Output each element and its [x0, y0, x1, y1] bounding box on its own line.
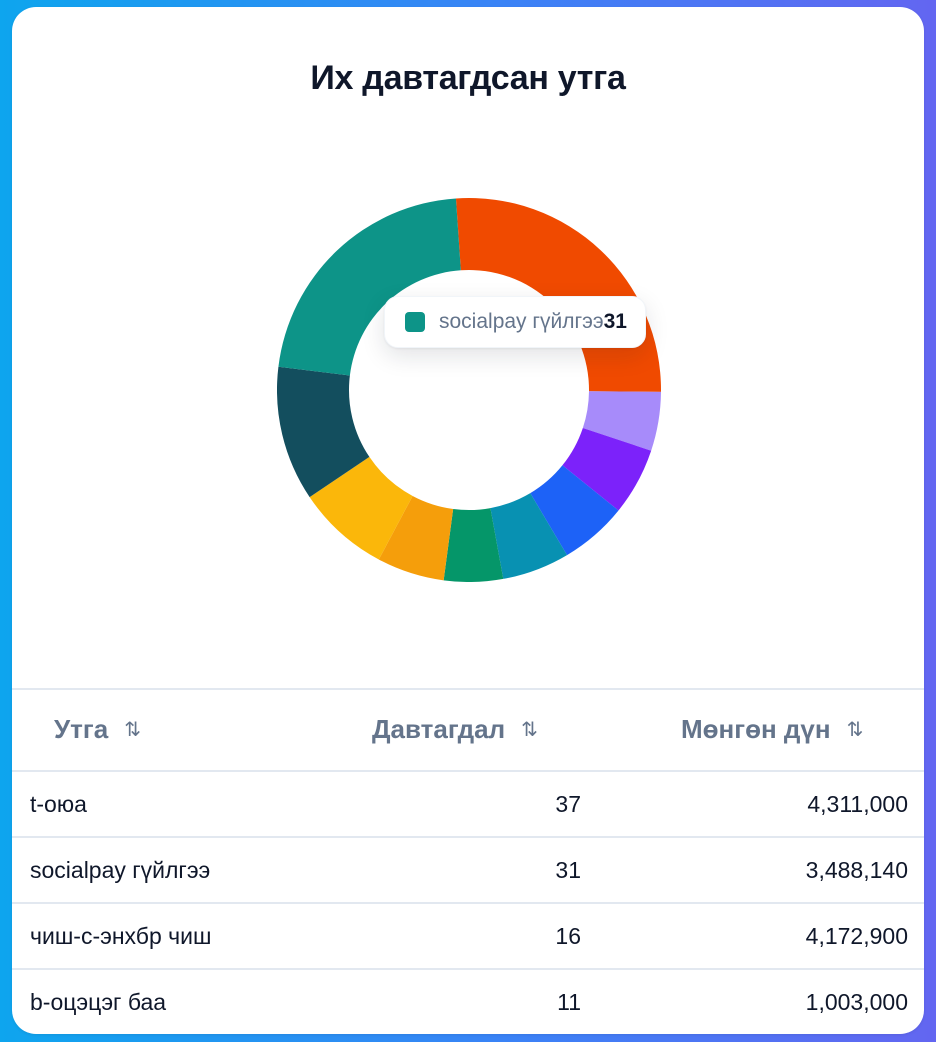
cell-amount: 4,311,000 [807, 791, 908, 817]
donut-slice[interactable] [277, 366, 370, 498]
donut-svg[interactable] [277, 198, 661, 582]
donut-slice[interactable] [278, 198, 461, 376]
donut-slice[interactable] [530, 465, 619, 556]
cell-frequency: 16 [555, 923, 581, 949]
column-header-label: Утга [54, 714, 109, 744]
tooltip-label: socialpay гүйлгээ [439, 310, 604, 333]
cell-value: t-оюа [30, 791, 87, 817]
sort-icon[interactable]: ⇅ [846, 719, 864, 741]
sort-icon[interactable]: ⇅ [124, 719, 141, 741]
cell-amount: 1,003,000 [805, 989, 908, 1015]
table-row[interactable]: чиш-с-энхбр чиш 16 4,172,900 [12, 904, 924, 970]
tooltip-color-swatch-icon [405, 312, 425, 332]
cell-value: socialpay гүйлгээ [30, 857, 211, 883]
column-header-frequency[interactable]: Давтагдал ⇅ [372, 714, 538, 745]
cell-amount: 4,172,900 [805, 923, 908, 949]
donut-slice[interactable] [443, 508, 504, 582]
table-row[interactable]: socialpay гүйлгээ 31 3,488,140 [12, 838, 924, 904]
column-header-amount[interactable]: Мөнгөн дүн ⇅ [681, 714, 863, 745]
values-table: Утга ⇅ Давтагдал ⇅ Мөнгөн дүн ⇅ t-оюа 37… [12, 688, 924, 1034]
cell-value: чиш-с-энхбр чиш [30, 923, 212, 949]
donut-slice[interactable] [562, 427, 652, 511]
card-title: Их давтагдсан утга [310, 59, 626, 97]
sort-icon[interactable]: ⇅ [521, 719, 538, 741]
column-header-value[interactable]: Утга ⇅ [54, 714, 141, 745]
cell-frequency: 37 [555, 791, 581, 817]
chart-card: Их давтагдсан утга socialpay гүйлгээ 31 … [12, 7, 924, 1034]
chart-tooltip: socialpay гүйлгээ 31 [384, 296, 646, 348]
donut-slice[interactable] [582, 391, 661, 451]
column-header-label: Давтагдал [372, 714, 506, 744]
donut-slice[interactable] [455, 198, 661, 392]
donut-slice[interactable] [490, 493, 568, 579]
table-header: Утга ⇅ Давтагдал ⇅ Мөнгөн дүн ⇅ [12, 688, 924, 772]
table-row[interactable]: t-оюа 37 4,311,000 [12, 772, 924, 838]
cell-amount: 3,488,140 [805, 857, 908, 883]
cell-frequency: 31 [555, 857, 581, 883]
donut-slice[interactable] [309, 456, 413, 560]
cell-frequency: 11 [557, 989, 581, 1015]
donut-chart[interactable] [277, 198, 661, 582]
table-row[interactable]: b-оцэцэг баа 11 1,003,000 [12, 970, 924, 1034]
donut-slice[interactable] [378, 495, 454, 581]
cell-value: b-оцэцэг баа [30, 989, 167, 1015]
tooltip-value: 31 [603, 310, 627, 333]
column-header-label: Мөнгөн дүн [681, 714, 831, 744]
